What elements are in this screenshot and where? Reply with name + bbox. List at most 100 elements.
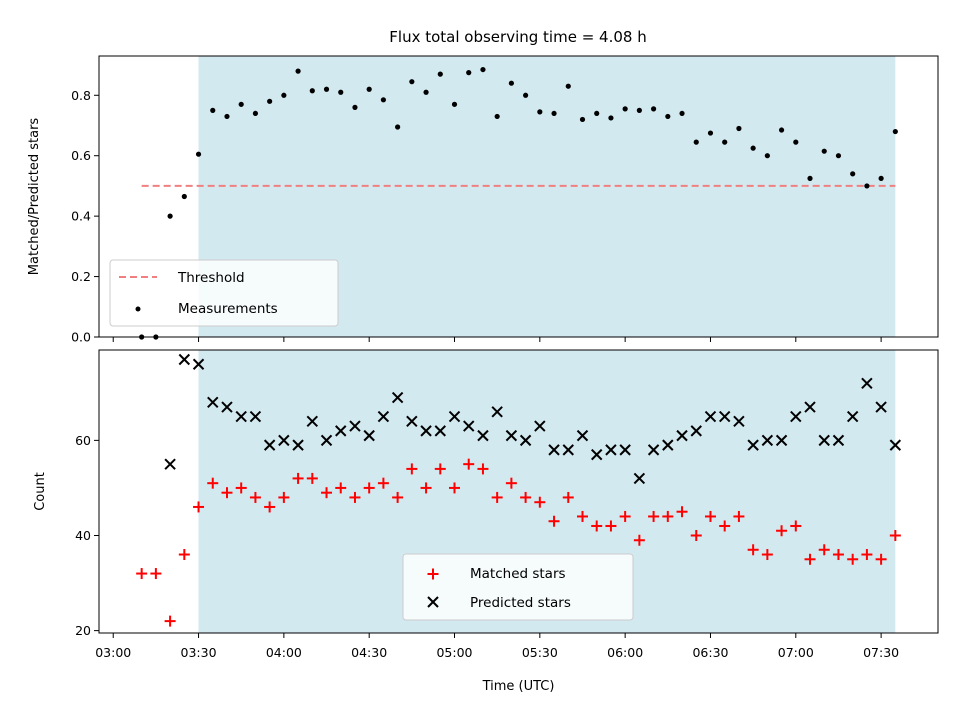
cross-stroke xyxy=(420,425,432,437)
measurement-point xyxy=(366,86,372,92)
matched-point xyxy=(178,549,190,561)
predicted-point xyxy=(306,415,319,428)
predicted-point xyxy=(406,415,418,428)
predicted-point xyxy=(704,410,717,423)
x-axis-label: Time (UTC) xyxy=(482,679,555,694)
predicted-point xyxy=(790,410,802,423)
predicted-point xyxy=(846,410,859,423)
matched-point xyxy=(747,544,759,556)
cross-stroke xyxy=(164,458,176,470)
x-tick-label: 05:30 xyxy=(522,645,558,660)
predicted-point xyxy=(861,377,873,390)
matched-point xyxy=(676,506,688,518)
cross-stroke xyxy=(477,429,489,442)
measurement-point xyxy=(523,92,529,98)
matched-point xyxy=(306,472,318,484)
measurement-point xyxy=(750,145,756,151)
cross-stroke xyxy=(306,415,319,428)
predicted-point xyxy=(292,439,304,451)
measurement-point xyxy=(764,153,770,159)
matched-point xyxy=(818,544,830,556)
measurement-point xyxy=(338,89,344,95)
measurement-point xyxy=(238,101,244,107)
measurement-point xyxy=(210,107,216,113)
matched-point xyxy=(235,482,247,494)
legend-cross-marker xyxy=(427,596,439,608)
count-legend-box xyxy=(402,553,634,621)
cross-stroke xyxy=(448,410,461,423)
ratio-plot-frame xyxy=(98,55,939,338)
matched-point xyxy=(221,487,233,499)
cross-stroke xyxy=(804,401,816,413)
matched-point xyxy=(719,520,731,532)
cross-stroke xyxy=(505,429,518,442)
cross-stroke xyxy=(690,425,702,437)
cross-stroke xyxy=(349,420,361,432)
measurement-point xyxy=(864,183,870,189)
ratio-legend: Threshold Measurements xyxy=(109,259,339,327)
cross-stroke xyxy=(605,444,617,456)
count-plot-frame xyxy=(98,349,939,634)
ratio-y-tick-label: 0.8 xyxy=(71,88,91,103)
cross-stroke xyxy=(818,434,830,447)
measurement-point xyxy=(494,113,500,120)
x-tick-label: 07:30 xyxy=(863,645,899,660)
cross-stroke xyxy=(576,429,589,442)
measurement-point xyxy=(309,88,315,94)
cross-stroke xyxy=(875,401,887,413)
predicted-point xyxy=(875,401,887,413)
predicted-point xyxy=(221,401,233,413)
matched-point xyxy=(463,458,475,470)
legend-matched-label: Matched stars xyxy=(470,566,566,582)
cross-stroke xyxy=(889,439,902,451)
predicted-point xyxy=(207,396,219,409)
predicted-point xyxy=(576,429,589,442)
measurement-point xyxy=(352,104,358,110)
predicted-point xyxy=(775,434,788,447)
predicted-point xyxy=(804,401,816,413)
matched-point xyxy=(392,491,404,503)
predicted-point xyxy=(249,410,262,423)
predicted-point xyxy=(647,444,660,456)
count-panel: 20 40 60 03:00 03:30 04:00 04:30 05:00 05:30 06:… xyxy=(33,349,939,694)
cross-stroke xyxy=(591,448,603,461)
measurement-point xyxy=(565,83,571,89)
matched-point xyxy=(690,529,702,541)
cross-stroke xyxy=(363,429,375,442)
measurement-point xyxy=(693,139,699,145)
matched-point xyxy=(733,510,745,522)
measurement-point xyxy=(579,116,586,123)
cross-stroke xyxy=(434,425,446,437)
cross-stroke xyxy=(548,444,560,456)
measurement-point xyxy=(323,86,330,92)
measurement-point xyxy=(167,213,173,219)
predicted-point xyxy=(477,429,489,442)
matched-point xyxy=(136,568,148,580)
matched-point xyxy=(278,491,290,503)
cross-stroke xyxy=(377,410,390,423)
x-axis-ticks: 03:00 03:30 04:00 04:30 05:00 05:30 06:00 06:30… xyxy=(95,633,899,660)
matched-point xyxy=(633,534,645,546)
cross-stroke xyxy=(718,410,731,423)
cross-stroke xyxy=(846,410,859,423)
predicted-point xyxy=(662,439,674,451)
matched-point xyxy=(164,615,176,627)
measurement-point xyxy=(636,107,642,113)
measurement-point xyxy=(451,101,458,107)
cross-stroke xyxy=(562,444,574,456)
cross-stroke xyxy=(662,439,674,451)
matched-point xyxy=(534,496,546,508)
count-y-axis-ticks: 20 40 60 xyxy=(75,433,99,638)
matched-point xyxy=(406,463,418,475)
matched-point xyxy=(889,529,901,541)
predicted-point xyxy=(463,420,475,432)
matched-point xyxy=(249,491,261,503)
measurement-point xyxy=(821,148,827,154)
predicted-point xyxy=(832,434,845,447)
matched-point xyxy=(875,553,887,565)
measurement-point xyxy=(622,106,628,112)
cross-stroke xyxy=(832,434,845,447)
matched-point xyxy=(591,520,603,532)
cross-stroke xyxy=(207,396,219,409)
matched-point xyxy=(562,491,574,503)
